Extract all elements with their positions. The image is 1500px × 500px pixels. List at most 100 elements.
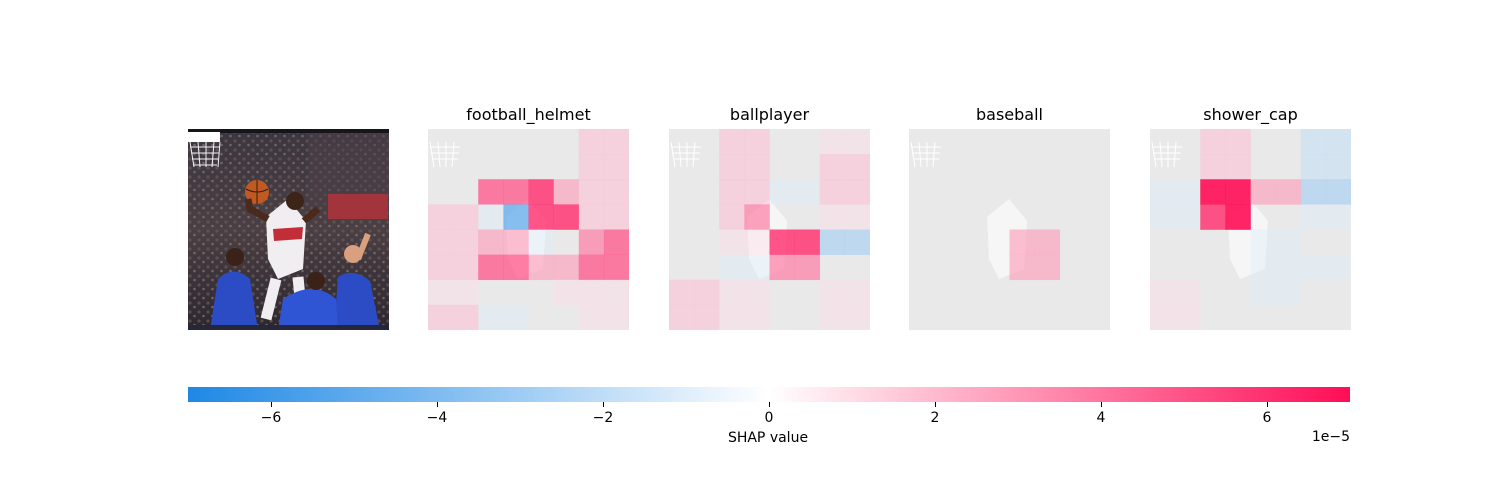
colorbar-tick [271,402,272,407]
heatmap-cell [478,129,503,154]
heatmap-cell [984,179,1009,204]
heatmap-cell [578,154,605,180]
heatmap-cell [1060,255,1085,280]
heatmap-cell [1085,204,1110,229]
heatmap-cell [909,230,934,255]
heatmap-cell [1150,304,1176,330]
heatmap-cell [1225,129,1251,155]
heatmap-cell [795,154,820,179]
heatmap-cell [844,304,870,330]
heatmap-cell [1085,255,1110,280]
heatmap-cell [603,154,629,180]
panel-title-3: shower_cap [1203,105,1298,124]
heatmap-cell [453,204,479,230]
heatmap-panel-2 [909,129,1110,330]
heatmap-cell [694,304,720,330]
heatmap-cell [669,255,694,280]
heatmap-cell [744,179,770,205]
heatmap-cell [1325,179,1351,205]
heatmap-cell [744,154,770,180]
heatmap-cell [428,279,454,306]
heatmap-cell [770,154,795,179]
heatmap-cell [1035,204,1060,229]
heatmap-cell [1275,279,1302,306]
heatmap-cell [794,179,821,205]
heatmap-cell [478,229,504,255]
heatmap-cell [934,230,959,255]
heatmap-cell [934,255,959,280]
original-image [188,129,389,330]
shap-heatmap-baseball [909,129,1110,330]
heatmap-cell [844,154,870,180]
heatmap-cell [669,230,694,255]
heatmap-cell [529,280,554,305]
heatmap-cell [844,204,870,230]
colorbar-tick-label: 2 [930,410,940,426]
heatmap-cell [1251,129,1276,154]
panel-title-2: baseball [976,105,1043,124]
heatmap-cell [1325,254,1351,281]
heatmap-cell [669,279,695,306]
heatmap-cell [719,229,745,255]
heatmap-cell [1060,129,1085,154]
heatmap-cell [553,179,580,205]
heatmap-cell [770,129,795,154]
heatmap-cell [1060,179,1085,204]
heatmap-cell [1300,254,1327,281]
heatmap-cell [1250,279,1276,306]
heatmap-cell [909,280,934,305]
heatmap-cell [1035,154,1060,179]
heatmap-cell [1300,204,1327,230]
heatmap-cell [1326,305,1351,330]
heatmap-cell [1276,154,1301,179]
heatmap-cell [845,255,870,280]
heatmap-cell [795,280,820,305]
heatmap-cell [453,254,479,281]
heatmap-cell [1175,129,1200,154]
heatmap-cell [694,255,719,280]
heatmap-cell [453,304,479,330]
colorbar-tick [769,402,770,407]
heatmap-cell [769,254,795,281]
heatmap-cell [1225,255,1250,280]
shap-heatmap-ballplayer [669,129,870,330]
heatmap-cell [1085,230,1110,255]
heatmap-cell [770,280,795,305]
heatmap-cell [1060,305,1085,330]
heatmap-cell [669,154,694,179]
heatmap-cell [554,154,579,179]
colorbar-tick [1267,402,1268,407]
heatmap-cell [1034,229,1061,255]
heatmap-cell [1035,129,1060,154]
heatmap-cell [719,304,745,330]
heatmap-cell [578,229,605,255]
heatmap-cell [1225,154,1251,180]
heatmap-cell [1225,305,1250,330]
heatmap-cell [1175,304,1201,330]
heatmap-cell [578,304,605,330]
heatmap-cell [1150,179,1176,205]
heatmap-cell [794,229,821,255]
faded-hoop-net [910,141,941,168]
heatmap-cell [719,129,745,155]
heatmap-cell [1200,179,1226,205]
shap-heatmap-shower-cap [1150,129,1351,330]
heatmap-cell [1300,154,1327,180]
colorbar-tick [603,402,604,407]
heatmap-cell [909,154,934,179]
heatmap-cell [959,255,984,280]
heatmap-cell [1326,280,1351,305]
heatmap-cell [528,179,554,205]
heatmap-cell [1035,280,1060,305]
heatmap-cell [669,129,694,154]
heatmap-cell [428,154,453,179]
heatmap-cell [959,129,984,154]
heatmap-cell [819,154,846,180]
heatmap-cell [744,129,770,155]
heatmap-cell [820,255,845,280]
heatmap-cell [603,179,629,205]
colorbar-offset-text: 1e−5 [1311,429,1350,445]
heatmap-cell [1150,279,1176,306]
heatmap-cell [529,154,554,179]
heatmap-cell [503,229,529,255]
